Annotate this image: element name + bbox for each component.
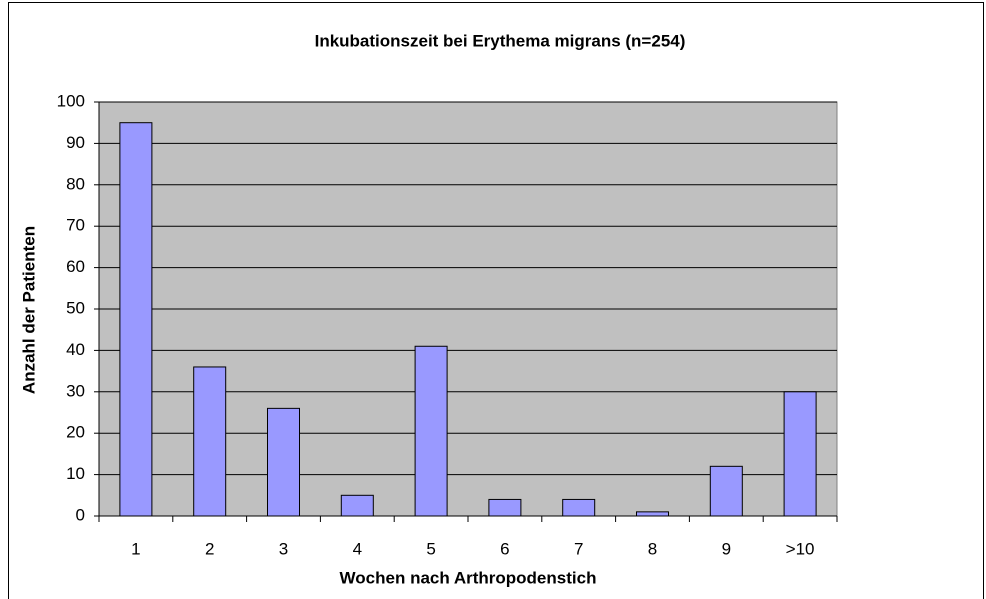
bar <box>340 494 374 517</box>
bar <box>783 391 817 517</box>
bar <box>193 366 227 517</box>
x-tick-label: 5 <box>426 539 435 558</box>
bar <box>414 345 448 517</box>
bar <box>636 511 669 517</box>
x-tick-label: 2 <box>205 539 214 558</box>
x-tick-label: 3 <box>279 539 288 558</box>
y-tick-label: 80 <box>66 174 85 193</box>
y-tick-label: 50 <box>66 298 85 317</box>
x-tick-label: 1 <box>131 539 140 558</box>
y-tick-label: 0 <box>76 505 85 524</box>
x-tick-label: 8 <box>648 539 657 558</box>
y-tick-label: 90 <box>66 133 85 152</box>
x-tick-label: 6 <box>500 539 509 558</box>
bar <box>709 465 743 517</box>
x-tick-label: 4 <box>353 539 362 558</box>
bar <box>267 407 300 517</box>
y-tick-label: 70 <box>66 216 85 235</box>
y-tick-label: 60 <box>66 257 85 276</box>
x-tick-label: 9 <box>722 539 731 558</box>
y-axis-label: Anzahl der Patienten <box>19 226 38 394</box>
y-tick-label: 100 <box>57 91 85 110</box>
bar <box>562 498 596 517</box>
bar <box>488 498 522 517</box>
y-tick-label: 40 <box>66 340 85 359</box>
x-tick-label: >10 <box>786 539 815 558</box>
y-tick-label: 20 <box>66 423 85 442</box>
x-tick-label: 7 <box>574 539 583 558</box>
bar <box>119 122 153 517</box>
x-axis-label: Wochen nach Arthropodenstich <box>340 568 597 587</box>
y-tick-label: 10 <box>66 464 85 483</box>
chart-title: Inkubationszeit bei Erythema migrans (n=… <box>315 31 686 50</box>
y-tick-label: 30 <box>66 381 85 400</box>
